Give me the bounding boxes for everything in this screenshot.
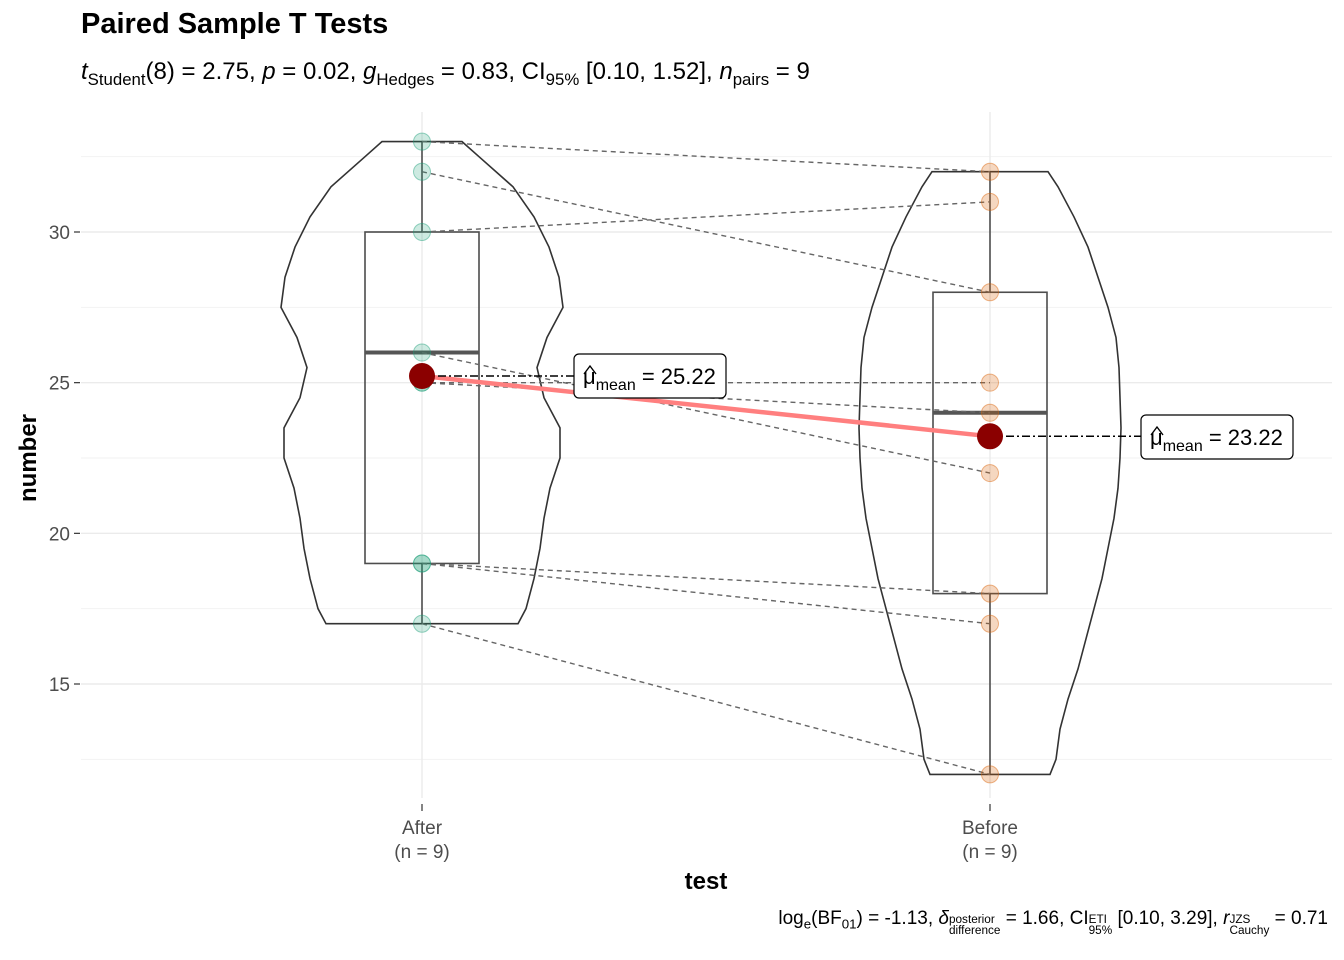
mean-value: = 25.22: [636, 364, 716, 389]
delta-superscript: posterior: [948, 912, 995, 926]
mean-subscript: mean: [596, 377, 636, 394]
t-subscript: Student: [87, 69, 146, 89]
mean-value: = 23.22: [1203, 425, 1283, 450]
hat-icon: [1150, 425, 1164, 436]
ci-subscript: 95%: [1088, 924, 1113, 938]
p-symbol: p: [262, 58, 276, 85]
r-subscript: Cauchy: [1229, 924, 1270, 938]
x-tick-label: After: [402, 818, 443, 839]
r-stack: JZS Cauchy: [1229, 912, 1270, 938]
delta-symbol: δ: [938, 908, 949, 929]
paired-line: [421, 623, 991, 776]
paired-line: [421, 562, 991, 625]
bf-value: ) = -1.13,: [856, 908, 939, 929]
delta-stack: posterior difference: [948, 912, 1001, 938]
log-subscript: e: [803, 916, 812, 932]
bf-subscript: 01: [841, 916, 857, 932]
grid-lines: [81, 112, 1332, 798]
point-before: [981, 403, 999, 422]
delta-value: = 1.66, CI: [1000, 908, 1089, 929]
chart-subtitle: tStudent(8) = 2.75, p = 0.02, gHedges = …: [81, 58, 810, 90]
y-tick-label: 15: [49, 675, 70, 696]
mean-label-text: μmean = 23.22: [1150, 425, 1283, 455]
y-axis-label: number: [15, 414, 42, 502]
mean-label-box: [573, 353, 727, 399]
point-before: [981, 614, 999, 633]
mean-label-after: μmean = 25.22: [573, 353, 727, 399]
paired-line: [421, 562, 991, 595]
r-superscript: JZS: [1229, 912, 1251, 926]
y-tick-label: 30: [49, 223, 70, 244]
x-tick-label: Before: [962, 818, 1018, 839]
violin-after: [280, 140, 564, 625]
y-tick-label: 20: [49, 524, 70, 545]
paired-line: [421, 201, 991, 233]
point-before: [981, 373, 999, 392]
log-text: log: [778, 908, 804, 929]
point-before: [981, 162, 999, 181]
point-after: [413, 223, 431, 241]
ci-stack: ETI 95%: [1088, 912, 1113, 938]
mean-label-text: μmean = 25.22: [583, 364, 716, 394]
point-before: [981, 283, 999, 302]
mean-connecting-line: [421, 373, 991, 439]
point-after: [413, 162, 431, 181]
t-symbol: t: [81, 58, 88, 85]
y-tick-label: 25: [49, 374, 70, 395]
x-tick-n-label: (n = 9): [962, 842, 1017, 863]
ci-value: [0.10, 1.52],: [579, 58, 720, 85]
p-value: = 0.02,: [275, 58, 364, 85]
x-axis-label: test: [685, 868, 728, 895]
t-value: = 2.75,: [174, 58, 263, 85]
point-after: [413, 554, 431, 573]
chart-caption: loge(BF01) = -1.13, δ posterior difference…: [778, 908, 1328, 937]
g-value: = 0.83, CI: [434, 58, 546, 85]
chart-title: Paired Sample T Tests: [81, 8, 389, 40]
point-before: [981, 765, 999, 784]
point-before: [981, 464, 999, 483]
mean-symbol: μ: [583, 364, 596, 389]
delta-subscript: difference: [948, 924, 1001, 938]
mean-point-before: [977, 423, 1003, 450]
x-tick-n-label: (n = 9): [394, 842, 449, 863]
point-after: [413, 343, 431, 362]
paired-line: [421, 171, 991, 293]
ci-subscript: 95%: [545, 69, 580, 89]
point-after: [413, 554, 431, 573]
point-after: [413, 614, 431, 633]
n-value: = 9: [769, 58, 810, 85]
mean-point-after: [409, 363, 435, 390]
mean-label-box: [1140, 414, 1294, 460]
point-before: [981, 584, 999, 603]
n-symbol: n: [719, 58, 733, 85]
g-subscript: Hedges: [376, 69, 435, 89]
violin-before: [858, 170, 1122, 776]
axes: number test 15 20 25 30 After (n = 9) Before (n…: [15, 223, 1018, 895]
ci-value: [0.10, 3.29],: [1112, 908, 1224, 929]
df-value: (8): [145, 58, 175, 85]
mean-symbol: μ: [1150, 425, 1163, 450]
paired-line: [421, 351, 991, 474]
r-symbol: r: [1223, 908, 1230, 929]
n-subscript: pairs: [732, 69, 770, 89]
paired-line: [421, 140, 991, 173]
point-after: [413, 132, 431, 151]
g-symbol: g: [363, 58, 377, 85]
ci-superscript: ETI: [1088, 912, 1107, 926]
bf-open: (BF: [811, 908, 842, 929]
mean-subscript: mean: [1163, 438, 1203, 455]
mean-label-before: μmean = 23.22: [1140, 414, 1294, 460]
hat-icon: [583, 364, 597, 375]
r-value: = 0.71: [1269, 908, 1328, 929]
violins: [280, 140, 1122, 776]
point-before: [981, 192, 999, 211]
